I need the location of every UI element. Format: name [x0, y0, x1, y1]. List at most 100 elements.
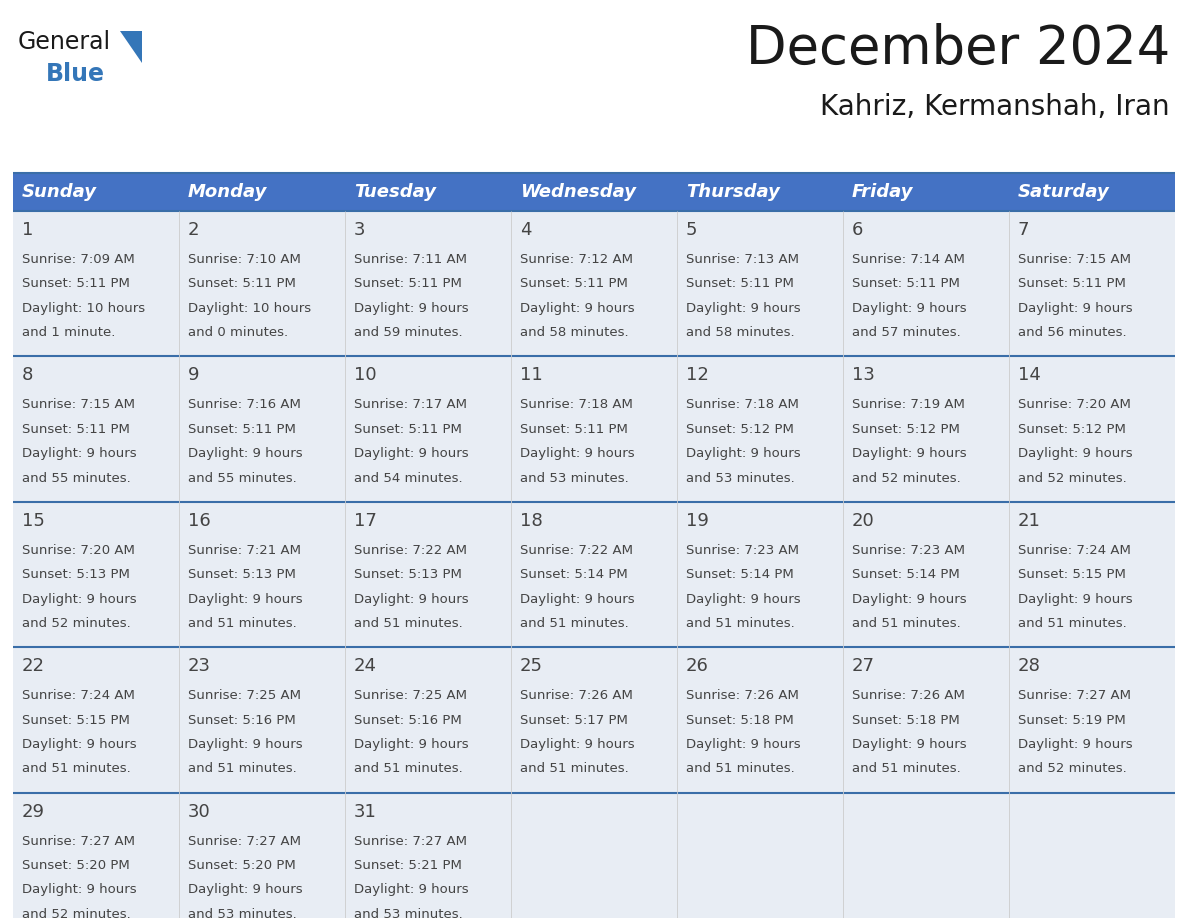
Text: Sunrise: 7:23 AM: Sunrise: 7:23 AM [685, 543, 800, 557]
Text: Daylight: 9 hours: Daylight: 9 hours [354, 302, 468, 315]
Text: Sunset: 5:12 PM: Sunset: 5:12 PM [1018, 423, 1126, 436]
Text: and 51 minutes.: and 51 minutes. [520, 763, 628, 776]
Text: Sunrise: 7:27 AM: Sunrise: 7:27 AM [23, 834, 135, 847]
Text: and 51 minutes.: and 51 minutes. [685, 617, 795, 630]
Bar [345, 173, 511, 211]
Text: 19: 19 [685, 512, 709, 530]
Text: Sunset: 5:19 PM: Sunset: 5:19 PM [1018, 713, 1126, 727]
Text: and 52 minutes.: and 52 minutes. [852, 472, 961, 485]
Text: Sunset: 5:21 PM: Sunset: 5:21 PM [354, 859, 462, 872]
Text: Sunrise: 7:15 AM: Sunrise: 7:15 AM [23, 398, 135, 411]
Text: Daylight: 9 hours: Daylight: 9 hours [685, 593, 801, 606]
Text: and 51 minutes.: and 51 minutes. [188, 617, 297, 630]
Text: Daylight: 9 hours: Daylight: 9 hours [1018, 593, 1132, 606]
Bar [511, 356, 677, 502]
Text: 30: 30 [188, 802, 210, 821]
Text: Daylight: 10 hours: Daylight: 10 hours [188, 302, 311, 315]
Text: 26: 26 [685, 657, 709, 676]
Text: Sunset: 5:11 PM: Sunset: 5:11 PM [188, 277, 296, 290]
Text: Daylight: 9 hours: Daylight: 9 hours [188, 593, 303, 606]
Text: Sunset: 5:14 PM: Sunset: 5:14 PM [520, 568, 627, 581]
Text: and 52 minutes.: and 52 minutes. [1018, 763, 1126, 776]
Text: Sunset: 5:14 PM: Sunset: 5:14 PM [852, 568, 960, 581]
Text: 27: 27 [852, 657, 876, 676]
Text: 23: 23 [188, 657, 211, 676]
Bar [13, 502, 179, 647]
Bar [511, 173, 677, 211]
Text: Daylight: 9 hours: Daylight: 9 hours [852, 302, 967, 315]
Text: 18: 18 [520, 512, 543, 530]
Text: Daylight: 9 hours: Daylight: 9 hours [685, 302, 801, 315]
Bar [345, 792, 511, 918]
Text: Sunset: 5:11 PM: Sunset: 5:11 PM [23, 277, 129, 290]
Text: Sunrise: 7:14 AM: Sunrise: 7:14 AM [852, 253, 965, 266]
Text: Sunset: 5:17 PM: Sunset: 5:17 PM [520, 713, 628, 727]
Text: Sunset: 5:11 PM: Sunset: 5:11 PM [354, 277, 462, 290]
Text: and 52 minutes.: and 52 minutes. [23, 617, 131, 630]
Text: Sunset: 5:11 PM: Sunset: 5:11 PM [1018, 277, 1126, 290]
Bar [1009, 502, 1175, 647]
Text: Sunset: 5:13 PM: Sunset: 5:13 PM [354, 568, 462, 581]
Bar [1009, 356, 1175, 502]
Bar [677, 647, 843, 792]
Bar [843, 792, 1009, 918]
Text: Sunrise: 7:25 AM: Sunrise: 7:25 AM [188, 689, 301, 702]
Text: Daylight: 9 hours: Daylight: 9 hours [1018, 738, 1132, 751]
Text: Daylight: 9 hours: Daylight: 9 hours [23, 447, 137, 460]
Text: 1: 1 [23, 221, 33, 239]
Bar [1009, 792, 1175, 918]
Text: 16: 16 [188, 512, 210, 530]
Text: Sunset: 5:20 PM: Sunset: 5:20 PM [188, 859, 296, 872]
Text: Wednesday: Wednesday [520, 183, 636, 201]
Text: Thursday: Thursday [685, 183, 779, 201]
Text: 24: 24 [354, 657, 377, 676]
Text: Sunrise: 7:10 AM: Sunrise: 7:10 AM [188, 253, 301, 266]
Text: and 51 minutes.: and 51 minutes. [23, 763, 131, 776]
Bar [179, 356, 345, 502]
Text: and 55 minutes.: and 55 minutes. [188, 472, 297, 485]
Text: 11: 11 [520, 366, 543, 385]
Text: Sunrise: 7:19 AM: Sunrise: 7:19 AM [852, 398, 965, 411]
Bar [345, 356, 511, 502]
Text: and 51 minutes.: and 51 minutes. [354, 763, 463, 776]
Text: and 56 minutes.: and 56 minutes. [1018, 326, 1126, 340]
Text: Sunset: 5:11 PM: Sunset: 5:11 PM [188, 423, 296, 436]
Bar [843, 502, 1009, 647]
Bar [179, 173, 345, 211]
Text: Sunrise: 7:27 AM: Sunrise: 7:27 AM [188, 834, 301, 847]
Text: Daylight: 9 hours: Daylight: 9 hours [520, 593, 634, 606]
Text: and 52 minutes.: and 52 minutes. [1018, 472, 1126, 485]
Text: and 51 minutes.: and 51 minutes. [354, 617, 463, 630]
Bar [677, 173, 843, 211]
Text: 14: 14 [1018, 366, 1041, 385]
Text: Daylight: 9 hours: Daylight: 9 hours [1018, 302, 1132, 315]
Text: Saturday: Saturday [1018, 183, 1110, 201]
Bar [13, 211, 179, 356]
Text: Sunset: 5:14 PM: Sunset: 5:14 PM [685, 568, 794, 581]
Text: Sunrise: 7:25 AM: Sunrise: 7:25 AM [354, 689, 467, 702]
Text: Sunrise: 7:27 AM: Sunrise: 7:27 AM [354, 834, 467, 847]
Text: Daylight: 9 hours: Daylight: 9 hours [685, 447, 801, 460]
Text: Blue: Blue [46, 62, 105, 86]
Bar [345, 647, 511, 792]
Text: and 51 minutes.: and 51 minutes. [188, 763, 297, 776]
Text: Sunset: 5:12 PM: Sunset: 5:12 PM [852, 423, 960, 436]
Text: 2: 2 [188, 221, 200, 239]
Text: Sunrise: 7:20 AM: Sunrise: 7:20 AM [1018, 398, 1131, 411]
Text: Sunset: 5:11 PM: Sunset: 5:11 PM [23, 423, 129, 436]
Text: Daylight: 9 hours: Daylight: 9 hours [23, 883, 137, 897]
Text: Daylight: 9 hours: Daylight: 9 hours [852, 593, 967, 606]
Text: and 1 minute.: and 1 minute. [23, 326, 115, 340]
Bar [677, 792, 843, 918]
Bar [843, 647, 1009, 792]
Text: Tuesday: Tuesday [354, 183, 436, 201]
Text: Sunset: 5:12 PM: Sunset: 5:12 PM [685, 423, 794, 436]
Text: Daylight: 9 hours: Daylight: 9 hours [23, 738, 137, 751]
Text: and 54 minutes.: and 54 minutes. [354, 472, 462, 485]
Text: 12: 12 [685, 366, 709, 385]
Bar [843, 173, 1009, 211]
Text: 25: 25 [520, 657, 543, 676]
Text: 4: 4 [520, 221, 531, 239]
Text: Sunset: 5:11 PM: Sunset: 5:11 PM [520, 423, 628, 436]
Text: Daylight: 10 hours: Daylight: 10 hours [23, 302, 145, 315]
